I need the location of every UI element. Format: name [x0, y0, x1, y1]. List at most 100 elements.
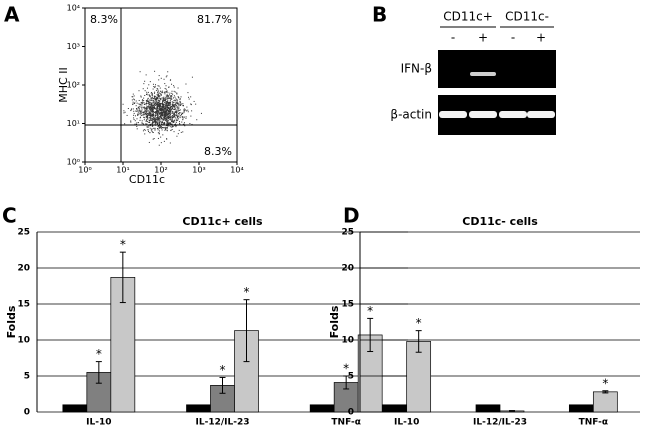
event-dot [185, 83, 187, 85]
event-dot [179, 109, 181, 111]
event-dot [149, 117, 151, 119]
event-dot [153, 127, 155, 129]
y-tick-label: 10³ [67, 42, 80, 51]
event-dot [158, 125, 160, 127]
event-dot [163, 118, 165, 120]
event-dot [162, 127, 164, 129]
event-dot [158, 116, 160, 118]
event-dot [153, 100, 155, 102]
event-dot [167, 116, 169, 118]
group-label: CD11c- [505, 10, 549, 24]
event-dot [162, 121, 164, 123]
event-dot [159, 110, 161, 112]
event-dot [151, 125, 153, 127]
event-dot [184, 125, 186, 127]
event-dot [164, 116, 166, 118]
event-dot [166, 95, 168, 97]
event-dot [176, 117, 178, 119]
event-dot [200, 112, 202, 114]
event-dot [169, 92, 171, 94]
event-dot [182, 105, 184, 107]
x-tick-label: TNF-α [331, 418, 360, 427]
event-dot [187, 109, 189, 111]
x-tick-label: 10⁴ [230, 166, 243, 175]
event-dot [183, 110, 185, 112]
event-dot [152, 131, 154, 133]
event-dot [170, 126, 172, 128]
event-dot [190, 103, 192, 105]
event-dot [147, 98, 149, 100]
event-dot [172, 106, 174, 108]
event-dot [148, 112, 150, 114]
quadrant-label: 8.3% [204, 145, 232, 158]
event-dot [148, 106, 150, 108]
event-dot [152, 115, 154, 117]
event-dot [149, 111, 151, 113]
event-dot [152, 111, 154, 113]
event-dot [173, 131, 175, 133]
event-dot [130, 109, 132, 111]
event-dot [166, 117, 168, 119]
event-dot [193, 100, 195, 102]
event-dot [147, 126, 149, 128]
event-dot [173, 90, 175, 92]
event-dot [136, 126, 138, 128]
event-dot [151, 93, 153, 95]
event-dot [156, 113, 158, 115]
event-dot [183, 112, 185, 114]
event-dot [159, 114, 161, 116]
event-dot [136, 108, 138, 110]
event-dot [161, 109, 163, 111]
event-dot [185, 109, 187, 111]
event-dot [187, 111, 189, 113]
event-dot [169, 107, 171, 109]
event-dot [163, 140, 165, 142]
y-tick-label: 0 [24, 408, 30, 418]
event-dot [148, 141, 150, 143]
event-dot [148, 117, 150, 119]
event-dot [177, 103, 179, 105]
event-dot [169, 79, 171, 81]
event-dot [164, 111, 166, 113]
event-dot [157, 125, 159, 127]
event-dot [170, 103, 172, 105]
event-dot [153, 86, 155, 88]
event-dot [157, 95, 159, 97]
event-dot [134, 123, 136, 125]
event-dot [173, 108, 175, 110]
event-dot [163, 117, 165, 119]
event-dot [164, 127, 166, 129]
event-dot [162, 115, 164, 117]
event-dot [166, 114, 168, 116]
event-dot [164, 99, 166, 101]
event-dot [134, 99, 136, 101]
event-dot [191, 76, 193, 78]
event-dot [185, 116, 187, 118]
event-dot [174, 103, 176, 105]
event-dot [161, 106, 163, 108]
event-dot [162, 98, 164, 100]
event-dot [156, 117, 158, 119]
event-dot [163, 123, 165, 125]
event-dot [145, 110, 147, 112]
event-dot [168, 110, 170, 112]
event-dot [130, 120, 132, 122]
event-dot [154, 91, 156, 93]
event-dot [152, 88, 154, 90]
event-dot [167, 113, 169, 115]
event-dot [175, 118, 177, 120]
event-dot [134, 115, 136, 117]
event-dot [165, 103, 167, 105]
event-dot [159, 116, 161, 118]
event-dot [161, 107, 163, 109]
event-dot [158, 104, 160, 106]
event-dot [148, 104, 150, 106]
event-dot [150, 98, 152, 100]
event-dot [161, 109, 163, 111]
event-dot [140, 116, 142, 118]
event-dot [152, 111, 154, 113]
y-tick-label: 5 [24, 372, 30, 382]
event-dot [160, 114, 162, 116]
event-dot [164, 109, 166, 111]
event-dot [172, 107, 174, 109]
